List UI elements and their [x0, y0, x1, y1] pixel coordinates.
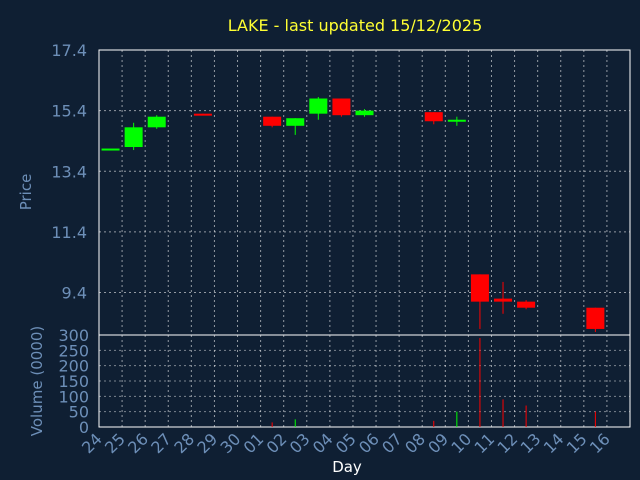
- x-tick-label: 16: [586, 429, 614, 457]
- volume-tick-label: 150: [58, 372, 89, 391]
- candle-body: [147, 116, 166, 128]
- candle-body: [124, 127, 143, 148]
- candle-body: [286, 118, 305, 126]
- candle-body: [193, 113, 212, 116]
- candle-body: [263, 116, 282, 126]
- volume-tick-label: 250: [58, 341, 89, 360]
- volume-bars: [271, 338, 596, 427]
- candle-body: [470, 274, 489, 302]
- candle-body: [355, 110, 374, 116]
- candle-body: [101, 148, 120, 151]
- volume-tick-label: 200: [58, 357, 89, 376]
- price-tick-label: 9.4: [62, 284, 87, 303]
- candle-body: [332, 98, 351, 116]
- volume-tick-label: 50: [69, 403, 89, 422]
- candles: [101, 96, 605, 332]
- price-tick-label: 11.4: [51, 223, 87, 242]
- price-grid: [99, 50, 630, 335]
- volume-tick-label: 300: [58, 326, 89, 345]
- candle-body: [309, 98, 328, 114]
- price-y-ticks: 9.4 11.4 13.4 15.4 17.4: [51, 41, 87, 303]
- candle-body: [586, 307, 605, 329]
- volume-axis-label: Volume (0000): [28, 326, 46, 436]
- volume-plot-frame: [98, 334, 631, 428]
- candle-body: [517, 301, 536, 308]
- x-axis-label: Day: [332, 458, 362, 476]
- volume-tick-label: 0: [79, 418, 89, 437]
- candle-body: [447, 119, 466, 122]
- volume-grid: [99, 335, 630, 427]
- candle-body: [494, 298, 513, 302]
- price-tick-label: 17.4: [51, 41, 87, 60]
- price-panel: 9.4 11.4 13.4 15.4 17.4 Price: [17, 41, 631, 336]
- price-tick-label: 13.4: [51, 162, 87, 181]
- candle-body: [424, 112, 443, 122]
- volume-tick-label: 100: [58, 387, 89, 406]
- chart-title: LAKE - last updated 15/12/2025: [228, 16, 483, 35]
- price-axis-label: Price: [17, 174, 35, 211]
- x-ticks: 2425262728293001020304050607080910111213…: [78, 429, 614, 457]
- price-tick-label: 15.4: [51, 102, 87, 121]
